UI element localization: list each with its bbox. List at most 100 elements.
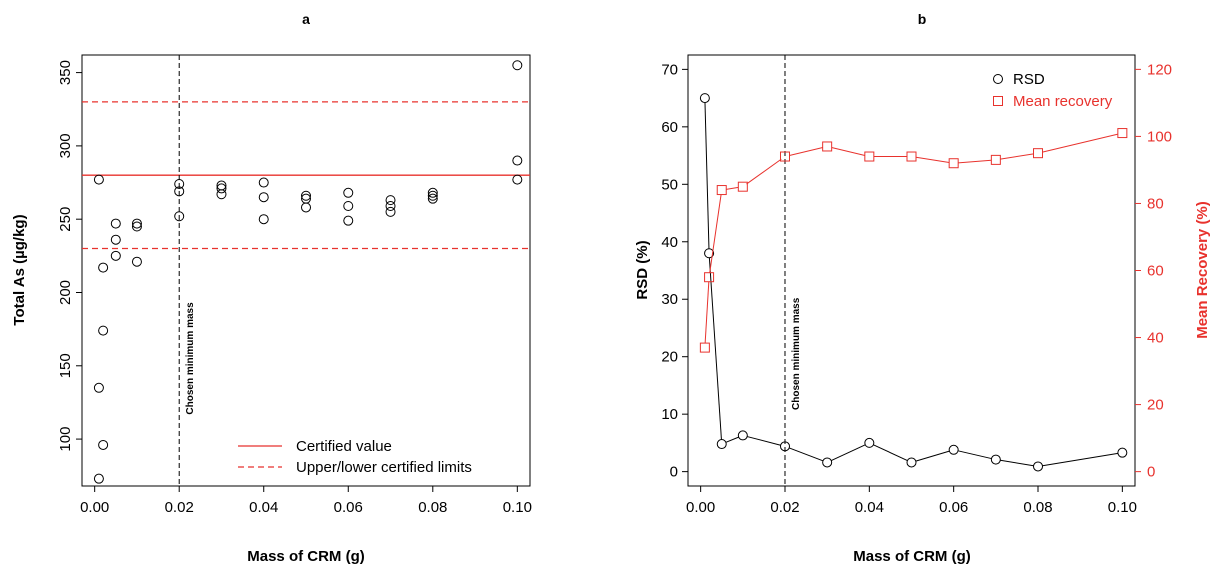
rsd-point <box>699 93 710 104</box>
mean-recovery-point <box>1117 128 1128 139</box>
mean-recovery-point <box>737 181 748 192</box>
rsd-point <box>737 430 748 441</box>
mean-recovery-point <box>990 154 1001 165</box>
mean-recovery-line-segment <box>726 186 739 190</box>
y-tick-label: 350 <box>57 60 74 85</box>
x-tick-label: 0.02 <box>165 499 194 516</box>
right-y-tick-label: 0 <box>1147 464 1155 481</box>
rsd-line-segment <box>747 436 781 446</box>
mean-recovery-line-segment <box>831 147 866 156</box>
panel-b-line-chart: b 0.00 0.02 0.04 0.06 0.08 0.10 0 10 20 30 40 50 60… <box>634 11 1211 565</box>
mean-recovery-point <box>1033 148 1044 159</box>
right-y-tick-label: 20 <box>1147 397 1164 414</box>
data-point <box>174 186 185 197</box>
chosen-minimum-mass-label: Chosen minimum mass <box>791 297 802 410</box>
x-tick-label: 0.02 <box>770 499 799 516</box>
x-tick-label: 0.04 <box>249 499 278 516</box>
data-point <box>216 189 227 200</box>
mean-recovery-line-segment <box>958 159 992 164</box>
y-tick-label: 300 <box>57 133 74 158</box>
rsd-line-segment <box>873 444 908 462</box>
legend-mean-recovery-label: Mean recovery <box>1013 93 1113 110</box>
y-tick-label: 40 <box>661 234 678 251</box>
panel-b-left-y-axis-title: RSD (%) <box>634 240 651 299</box>
chosen-minimum-mass-label: Chosen minimum mass <box>185 302 196 415</box>
panel-a-plot-frame <box>81 54 531 487</box>
x-tick-label: 0.08 <box>1023 499 1052 516</box>
x-tick-label: 0.04 <box>855 499 884 516</box>
mean-recovery-line-segment <box>704 281 710 344</box>
rsd-line-segment <box>831 444 866 462</box>
data-point <box>301 190 311 201</box>
panel-a-y-axis: 100 150 200 250 300 350 <box>57 60 82 452</box>
x-tick-label: 0.10 <box>1108 499 1137 516</box>
y-tick-label: 70 <box>661 61 678 78</box>
mean-recovery-point <box>704 272 715 283</box>
y-tick-label: 60 <box>661 119 678 136</box>
data-point <box>512 60 523 71</box>
rsd-point <box>864 437 875 448</box>
right-y-tick-label: 80 <box>1147 195 1164 212</box>
data-point <box>343 200 354 211</box>
data-point <box>93 473 104 484</box>
mean-recovery-line-segment <box>709 194 722 273</box>
data-point <box>174 179 185 190</box>
mean-recovery-point <box>948 158 959 169</box>
panel-b-legend: RSD Mean recovery <box>993 71 1113 110</box>
rsd-point <box>779 441 790 452</box>
rsd-line-segment <box>1000 459 1034 467</box>
right-y-tick-label: 40 <box>1147 330 1164 347</box>
legend-rsd-marker <box>993 74 1003 84</box>
panel-b-title: b <box>918 11 927 27</box>
y-tick-label: 0 <box>670 464 678 481</box>
data-point <box>512 155 523 166</box>
panel-a-legend: Certified value Upper/lower certified li… <box>238 438 472 476</box>
rsd-point <box>704 248 715 259</box>
data-point <box>110 234 121 245</box>
data-point <box>385 200 396 211</box>
legend-rsd-label: RSD <box>1013 71 1045 88</box>
rsd-line-segment <box>725 436 739 443</box>
data-point <box>258 214 269 225</box>
panel-a-title: a <box>302 11 310 27</box>
mean-recovery-point <box>699 342 710 353</box>
mean-recovery-point <box>906 151 917 162</box>
mean-recovery-line-segment <box>746 158 782 185</box>
x-tick-label: 0.08 <box>418 499 447 516</box>
y-tick-label: 20 <box>661 349 678 366</box>
mean-recovery-point <box>822 141 833 152</box>
panel-a-points <box>93 60 523 484</box>
panel-b-reference-lines: Chosen minimum mass <box>784 55 802 486</box>
legend-mean-recovery-marker <box>993 96 1003 106</box>
data-point <box>110 218 121 229</box>
rsd-point <box>948 444 959 455</box>
data-point <box>385 195 396 206</box>
data-point <box>98 325 109 336</box>
panel-a-x-axis-title: Mass of CRM (g) <box>247 548 365 565</box>
panel-a-y-axis-title: Total As (µg/kg) <box>11 214 28 325</box>
x-tick-label: 0.06 <box>939 499 968 516</box>
panel-a-x-axis: 0.00 0.02 0.04 0.06 0.08 0.10 <box>80 486 532 516</box>
rsd-line-segment <box>704 102 710 249</box>
data-point <box>258 192 269 203</box>
mean-recovery-line-segment <box>1000 153 1034 160</box>
data-point <box>258 177 269 188</box>
panel-b-x-axis-title: Mass of CRM (g) <box>853 548 971 565</box>
rsd-line-segment <box>957 450 992 460</box>
panel-b-x-axis: 0.00 0.02 0.04 0.06 0.08 0.10 <box>686 486 1137 516</box>
panel-b-left-y-axis: 0 10 20 30 40 50 60 70 <box>661 61 688 481</box>
y-tick-label: 100 <box>57 427 74 452</box>
rsd-point <box>1117 447 1128 458</box>
rsd-point <box>822 457 833 468</box>
mean-recovery-line-segment <box>789 147 823 156</box>
panel-a-scatter-chart: a 0.00 0.02 0.04 0.06 0.08 0.10 100 150 200 250 3… <box>11 11 532 565</box>
y-tick-label: 50 <box>661 176 678 193</box>
right-y-tick-label: 120 <box>1147 61 1172 78</box>
y-tick-label: 150 <box>57 353 74 378</box>
data-point <box>427 187 438 198</box>
data-point <box>301 202 311 213</box>
rsd-point <box>1033 461 1044 472</box>
x-tick-label: 0.00 <box>686 499 715 516</box>
rsd-point <box>990 454 1001 465</box>
y-tick-label: 10 <box>661 406 678 423</box>
